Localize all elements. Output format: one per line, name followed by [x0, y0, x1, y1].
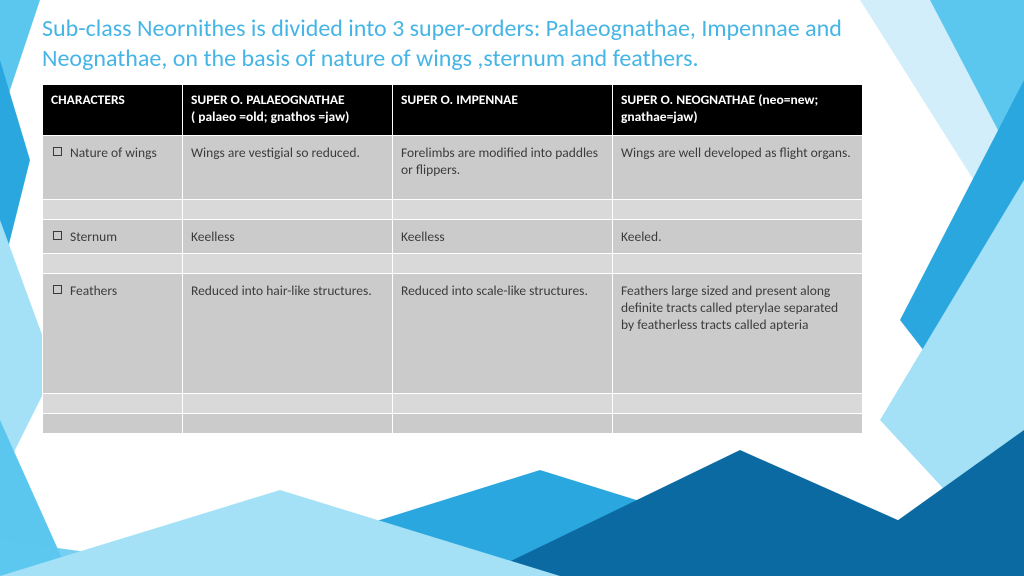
table-cell: [43, 254, 183, 274]
slide: Sub-class Neornithes is divided into 3 s…: [0, 0, 1024, 576]
table-cell: [183, 200, 393, 220]
table-cell: Wings are well developed as flight organ…: [613, 136, 863, 200]
table-header-cell: SUPER O. NEOGNATHAE (neo=new; gnathae=ja…: [613, 85, 863, 136]
table-cell: Reduced into scale-like structures.: [393, 274, 613, 394]
slide-title: Sub-class Neornithes is divided into 3 s…: [42, 14, 964, 74]
table-cell: Feathers: [43, 274, 183, 394]
table-row: SternumKeellessKeellessKeeled.: [43, 220, 863, 254]
table-cell: Reduced into hair-like structures.: [183, 274, 393, 394]
table-cell: [183, 394, 393, 414]
table-row: [43, 200, 863, 220]
table-cell: Wings are vestigial so reduced.: [183, 136, 393, 200]
comparison-table: CHARACTERSSUPER O. PALAEOGNATHAE( palaeo…: [42, 84, 863, 434]
table-cell: Keelless: [183, 220, 393, 254]
table-cell: [43, 414, 183, 434]
cell-text: Nature of wings: [70, 144, 157, 161]
cell-text: Feathers: [70, 282, 117, 299]
table-header-cell: SUPER O. PALAEOGNATHAE( palaeo =old; gna…: [183, 85, 393, 136]
table-cell: Keeled.: [613, 220, 863, 254]
bullet-square-icon: [53, 285, 62, 294]
table-header-cell: SUPER O. IMPENNAE: [393, 85, 613, 136]
table-row: [43, 254, 863, 274]
table-cell: Feathers large sized and present along d…: [613, 274, 863, 394]
table-cell: [613, 414, 863, 434]
table-header-row: CHARACTERSSUPER O. PALAEOGNATHAE( palaeo…: [43, 85, 863, 136]
table-row: [43, 394, 863, 414]
table-row: Feathers Reduced into hair-like structure…: [43, 274, 863, 394]
cell-text: Sternum: [70, 228, 117, 245]
table-cell: [43, 394, 183, 414]
table-cell: [393, 394, 613, 414]
table-cell: [43, 200, 183, 220]
content-area: Sub-class Neornithes is divided into 3 s…: [0, 0, 1024, 434]
table-cell: [393, 200, 613, 220]
table-cell: [183, 414, 393, 434]
table-cell: [613, 394, 863, 414]
table-row: Nature of wings Wings are vestigial so re…: [43, 136, 863, 200]
table-cell: [393, 414, 613, 434]
table-cell: [613, 254, 863, 274]
table-cell: Nature of wings: [43, 136, 183, 200]
table-header-cell: CHARACTERS: [43, 85, 183, 136]
table-body: Nature of wings Wings are vestigial so re…: [43, 136, 863, 434]
table-cell: [393, 254, 613, 274]
table-cell: Sternum: [43, 220, 183, 254]
table-row: [43, 414, 863, 434]
table-cell: Keelless: [393, 220, 613, 254]
bullet-square-icon: [53, 147, 62, 156]
table-cell: [183, 254, 393, 274]
table-cell: [613, 200, 863, 220]
bullet-square-icon: [53, 231, 62, 240]
table-cell: Forelimbs are modified into paddles or f…: [393, 136, 613, 200]
